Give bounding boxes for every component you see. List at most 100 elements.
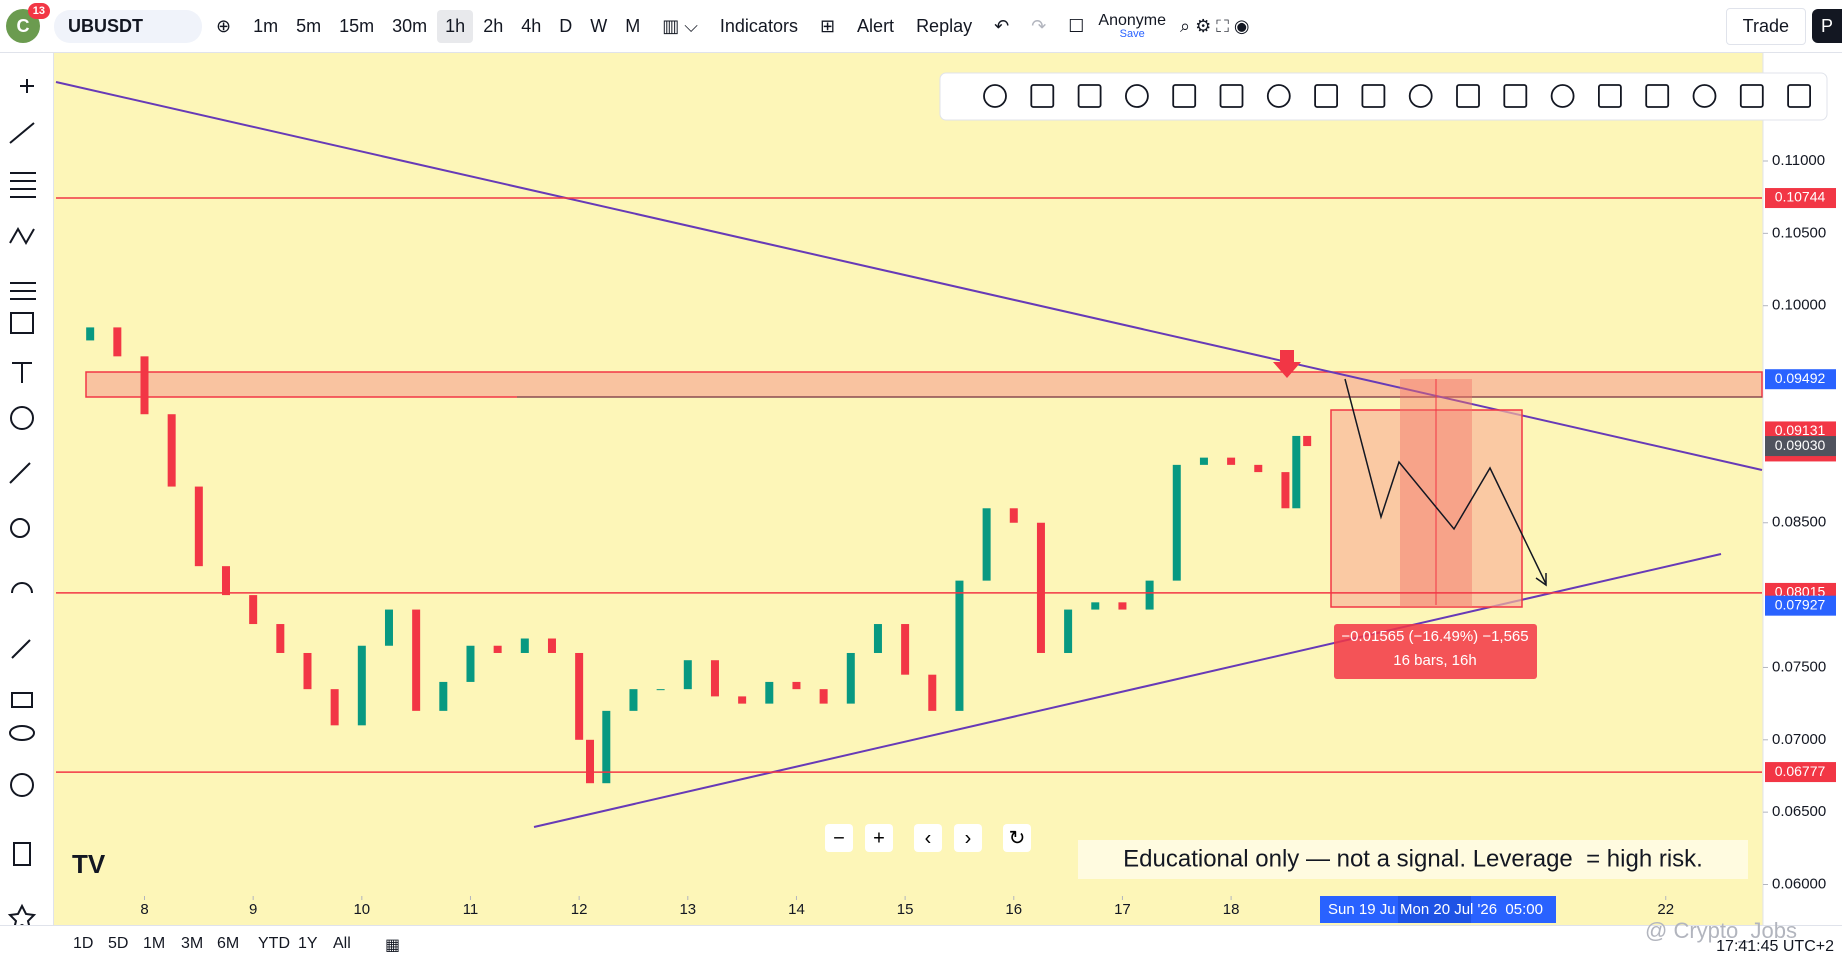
drawing-tool[interactable] — [1408, 84, 1433, 108]
drawing-tool[interactable] — [983, 84, 1007, 108]
reset[interactable] — [1003, 824, 1031, 852]
candle — [276, 624, 285, 653]
drawing-tool[interactable] — [1266, 84, 1291, 108]
profile[interactable]: P — [1812, 9, 1842, 43]
drawing-tool[interactable] — [1172, 84, 1197, 108]
emoji-icon[interactable] — [10, 406, 34, 430]
drawing-tool[interactable] — [1550, 84, 1575, 108]
avatar[interactable]: C 13 — [6, 3, 50, 43]
x-tick-label: 18 — [1223, 901, 1240, 918]
candle — [1009, 508, 1018, 523]
drawing-tool[interactable] — [1456, 84, 1480, 108]
drawing-tool[interactable] — [1030, 84, 1055, 108]
scroll-right[interactable] — [954, 824, 982, 852]
interval-button[interactable]: 1h — [437, 9, 474, 43]
save: Save — [1119, 27, 1145, 40]
ruler-icon[interactable] — [9, 462, 31, 484]
range-button[interactable]: 1D — [73, 935, 94, 952]
symbol-search[interactable]: UBUSDT — [54, 9, 202, 43]
interval-button[interactable]: M — [625, 15, 641, 36]
interval-button[interactable]: W — [590, 15, 608, 36]
price-tag — [1765, 188, 1836, 209]
lock-icon[interactable] — [11, 692, 33, 708]
candle — [520, 638, 529, 653]
text-icon[interactable] — [12, 362, 32, 383]
interval-button[interactable]: 30m — [392, 15, 428, 36]
forecast-icon[interactable] — [10, 282, 36, 300]
trash-icon[interactable] — [13, 842, 31, 866]
drawing-tool[interactable] — [1219, 84, 1244, 108]
interval-button[interactable]: 5m — [296, 15, 322, 36]
x-tick-label: 11 — [463, 901, 479, 918]
interval-button[interactable]: 4h — [521, 15, 542, 36]
measure-bars: 16 bars, 16h — [1393, 652, 1476, 669]
price-tag-label: 0.07927 — [1775, 596, 1826, 612]
indicators[interactable]: Indicators — [719, 15, 798, 36]
range-button[interactable]: 1M — [143, 935, 166, 952]
replay[interactable]: Replay — [916, 15, 973, 36]
pattern-icon[interactable] — [9, 226, 35, 246]
zoom-icon[interactable] — [10, 518, 30, 538]
alert[interactable]: Alert — [857, 15, 895, 36]
add-symbol[interactable]: ⊕ — [216, 15, 232, 36]
zoom-in[interactable] — [865, 824, 893, 852]
range-button[interactable]: YTD — [258, 935, 290, 952]
left-toolbar — [0, 53, 54, 931]
draw-lock-icon[interactable] — [11, 639, 31, 659]
drawing-tool[interactable] — [1503, 84, 1528, 108]
cursor-icon[interactable] — [20, 79, 34, 93]
candle — [1281, 472, 1290, 509]
chart-style[interactable]: ▥ ⌵ — [662, 15, 698, 36]
upper-trendline — [55, 81, 1763, 471]
interval-button[interactable]: 15m — [339, 15, 375, 36]
price-tag-label: 0.06777 — [1775, 763, 1826, 779]
range-button[interactable]: 6M — [217, 935, 240, 952]
drawing-tool[interactable] — [1645, 84, 1670, 108]
measure-label: −0.01565 (−16.49%) −1,565 — [1341, 628, 1528, 645]
drawing-tool[interactable] — [1739, 84, 1764, 108]
range-button[interactable]: 1Y — [298, 935, 318, 952]
undo[interactable]: ↶ — [994, 15, 1010, 36]
candle — [765, 681, 774, 704]
redo[interactable]: ↷ — [1031, 15, 1047, 36]
account[interactable]: Anonyme Save — [1098, 12, 1166, 40]
tools[interactable]: ⌕ ⚙ ⛶ ◉ — [1180, 15, 1250, 36]
range-button[interactable]: 5D — [108, 935, 129, 952]
scroll-left[interactable] — [914, 824, 942, 852]
fib-icon[interactable] — [10, 172, 36, 198]
interval-button[interactable]: 2h — [483, 15, 504, 36]
candle — [819, 689, 828, 704]
drawing-tool[interactable] — [1314, 84, 1338, 108]
range-button[interactable]: 3M — [181, 935, 204, 952]
left-icons — [7, 79, 37, 931]
x-tick-label: 17 — [1114, 901, 1131, 918]
price-tag — [1765, 369, 1836, 390]
drawing-tool[interactable] — [1692, 84, 1717, 108]
candle — [1227, 457, 1236, 465]
range-button[interactable]: All — [333, 935, 351, 952]
candle — [113, 327, 122, 357]
measure-label-box — [1334, 624, 1537, 679]
drawing-tool[interactable] — [1598, 84, 1622, 108]
shape-icon[interactable] — [10, 312, 34, 334]
layout-box[interactable]: ☐ — [1068, 15, 1085, 36]
calendar-icon[interactable]: ▦ — [385, 937, 401, 954]
zoom-out[interactable] — [825, 824, 853, 852]
trade-button[interactable]: Trade — [1725, 7, 1806, 45]
drawing-tool[interactable] — [1125, 84, 1149, 108]
globe-icon[interactable] — [10, 773, 34, 797]
interval-button[interactable]: D — [559, 15, 573, 36]
magnet-icon[interactable] — [11, 582, 33, 594]
drawing-tool[interactable] — [1077, 84, 1102, 108]
candle — [1145, 580, 1154, 610]
layouts[interactable]: ⊞ — [819, 15, 836, 36]
candle — [928, 674, 937, 711]
eye-icon[interactable] — [9, 725, 35, 741]
drawing-toolbar — [939, 72, 1828, 121]
interval-button[interactable]: 1m — [253, 15, 279, 36]
drawing-tool[interactable] — [1361, 84, 1386, 108]
candle — [955, 580, 964, 711]
candle — [710, 660, 719, 697]
drawing-tool[interactable] — [1787, 84, 1811, 108]
line-icon[interactable] — [9, 122, 35, 144]
